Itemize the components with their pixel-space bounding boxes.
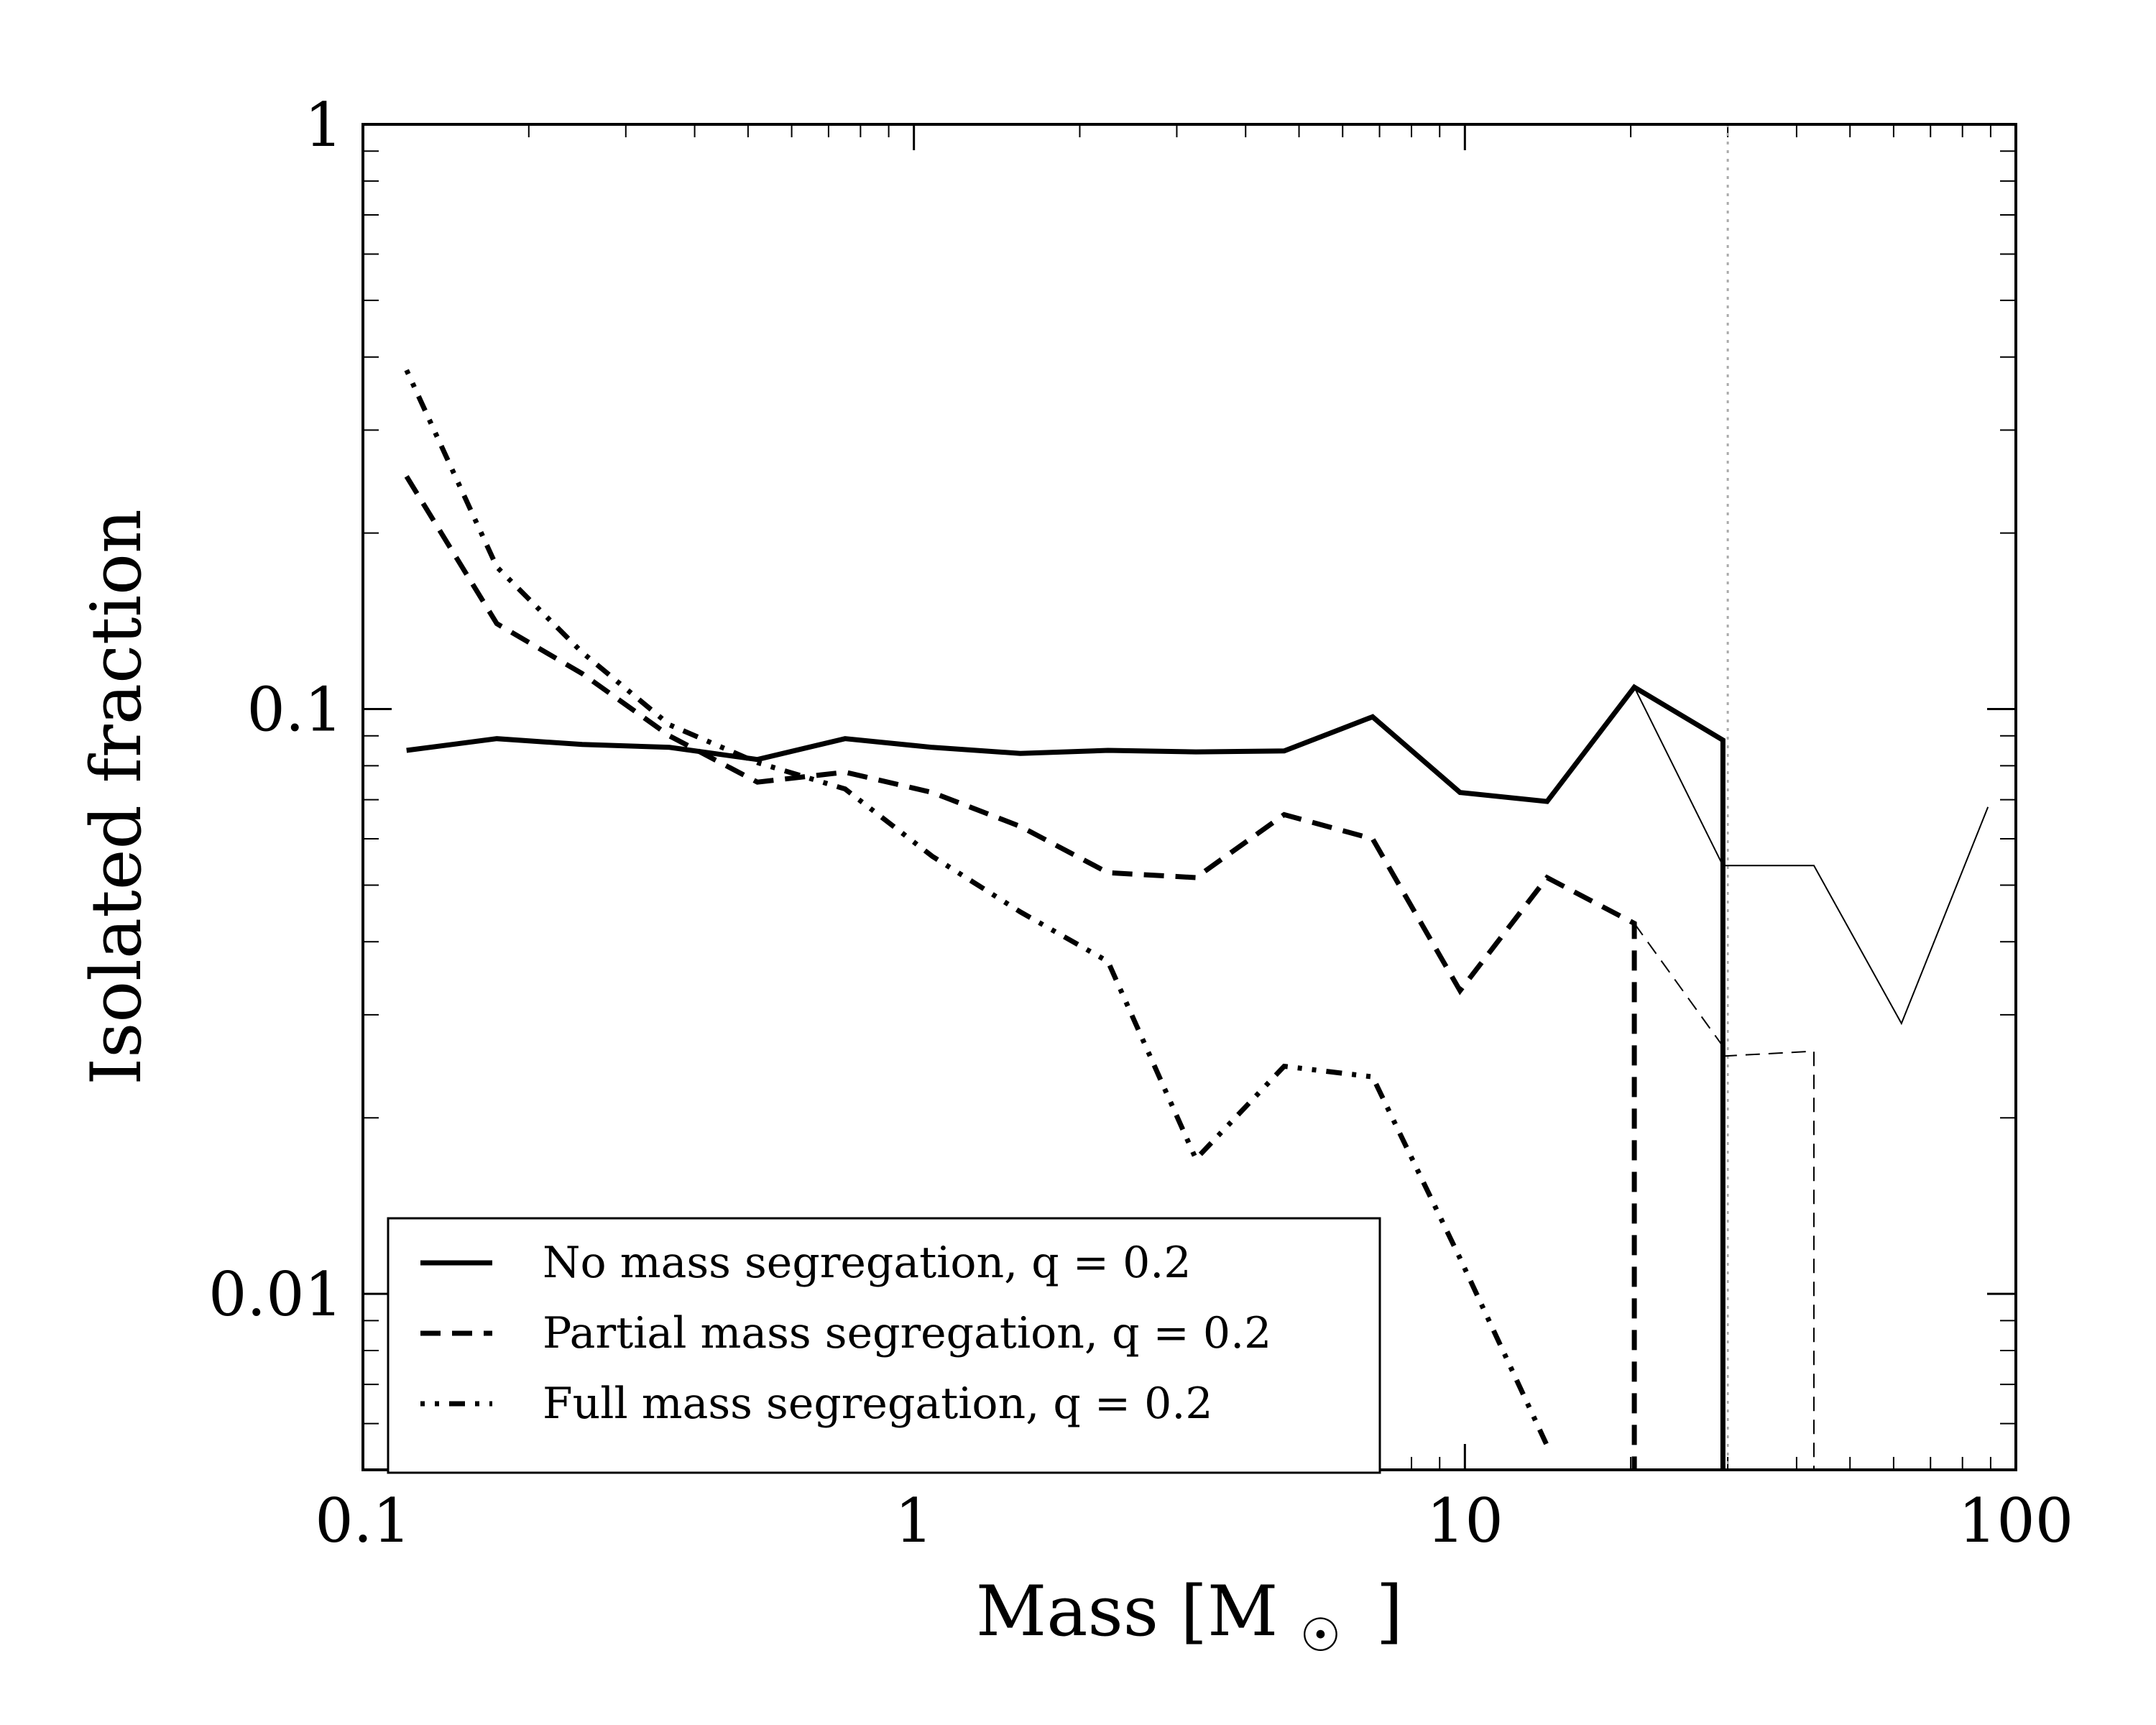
x-tick-label: 1 [895,1486,933,1556]
x-axis-label-text: Mass [M [976,1571,1278,1652]
series-line-2 [404,369,1549,1447]
series-line-0 [406,684,1726,1470]
legend-label: Partial mass segregation, q = 0.2 [543,1308,1271,1358]
x-tick-label: 10 [1427,1486,1503,1556]
x-axis-label-sun-symbol: ☉ [1300,1609,1341,1662]
y-tick-label: 1 [305,90,343,160]
series-line-3 [1634,686,1989,1026]
x-axis-label: Mass [M ☉ ] [976,1571,1403,1668]
x-axis-label-close: ] [1376,1571,1403,1652]
legend-box [387,1217,1381,1474]
y-tick-label: 0.01 [208,1259,343,1330]
series-line-4 [1634,923,1815,1470]
legend-label: Full mass segregation, q = 0.2 [543,1379,1213,1429]
tick-labels: 0.1 1 10 100 0.01 0.1 1 [208,90,2073,1556]
x-tick-label: 0.1 [315,1486,411,1556]
x-tick-label: 100 [1958,1486,2073,1556]
legend-label: No mass segregation, q = 0.2 [543,1238,1192,1288]
legend: No mass segregation, q = 0.2 Partial mass… [387,1217,1381,1474]
y-tick-label: 0.1 [247,675,343,745]
y-axis-label: Isolated fraction [76,509,157,1085]
series-group [404,369,1989,1470]
series-line-1 [404,474,1637,1470]
